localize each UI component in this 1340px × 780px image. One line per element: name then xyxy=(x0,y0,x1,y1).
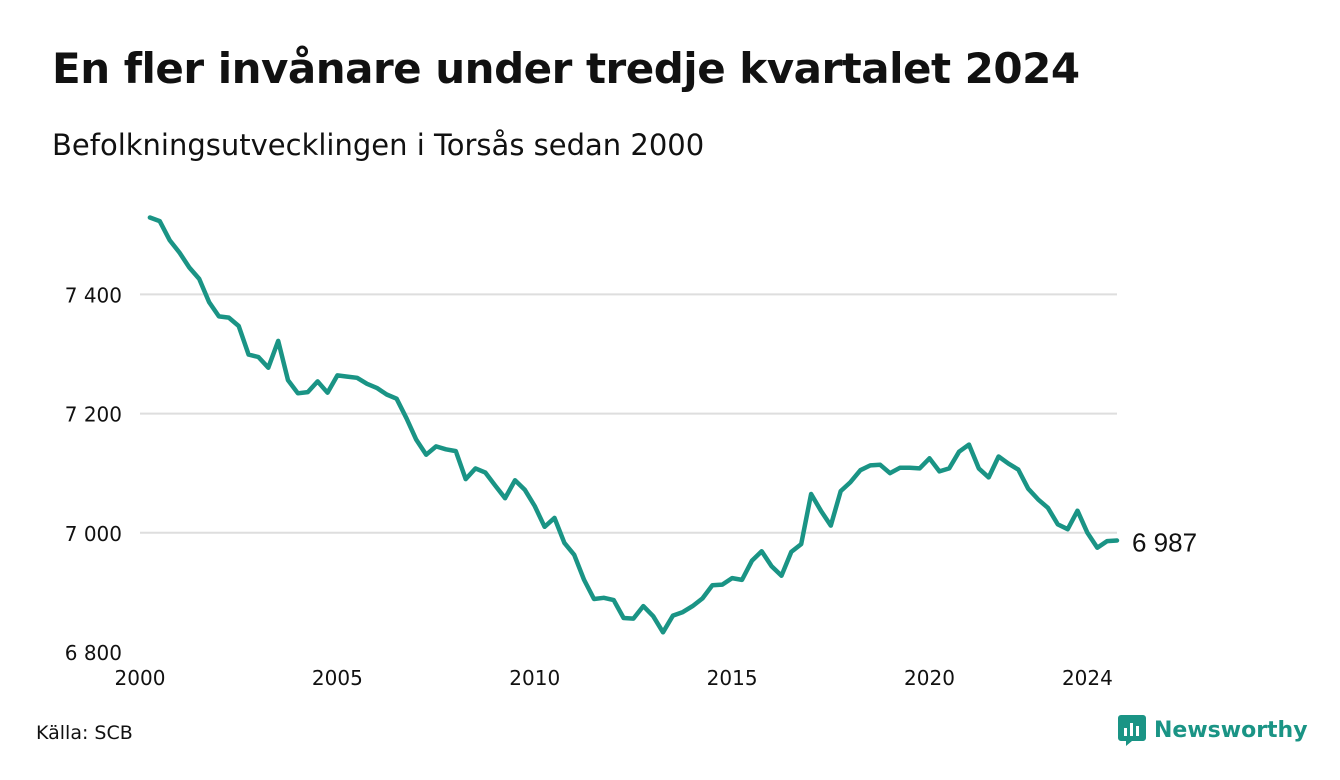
y-tick-label: 7 000 xyxy=(65,522,122,546)
x-tick-label: 2005 xyxy=(312,666,363,690)
y-tick-label: 7 400 xyxy=(65,283,122,307)
newsworthy-logo-icon xyxy=(1118,715,1146,746)
last-value-label: 6 987 xyxy=(1132,528,1197,558)
x-tick-label: 2010 xyxy=(509,666,560,690)
brand-logo: Newsworthy xyxy=(1118,714,1308,746)
grid-lines xyxy=(140,293,1117,534)
x-tick-label: 2020 xyxy=(904,666,955,690)
x-tick-label: 2015 xyxy=(707,666,758,690)
x-axis-ticks: 2000 2005 2010 2015 2020 2024 xyxy=(115,666,1113,690)
series-line xyxy=(147,215,1120,635)
y-tick-label: 6 800 xyxy=(65,641,122,665)
brand-name: Newsworthy xyxy=(1154,717,1308,743)
y-tick-label: 7 200 xyxy=(65,403,122,427)
source-credit: Källa: SCB xyxy=(36,722,133,744)
x-tick-label: 2024 xyxy=(1062,666,1113,690)
y-axis-ticks: 6 800 7 000 7 200 7 400 xyxy=(65,283,122,665)
x-tick-label: 2000 xyxy=(115,666,166,690)
series-layer xyxy=(147,215,1120,635)
chart-subtitle: Befolkningsutvecklingen i Torsås sedan 2… xyxy=(52,128,705,162)
chart-title: En fler invånare under tredje kvartalet … xyxy=(52,44,1080,93)
